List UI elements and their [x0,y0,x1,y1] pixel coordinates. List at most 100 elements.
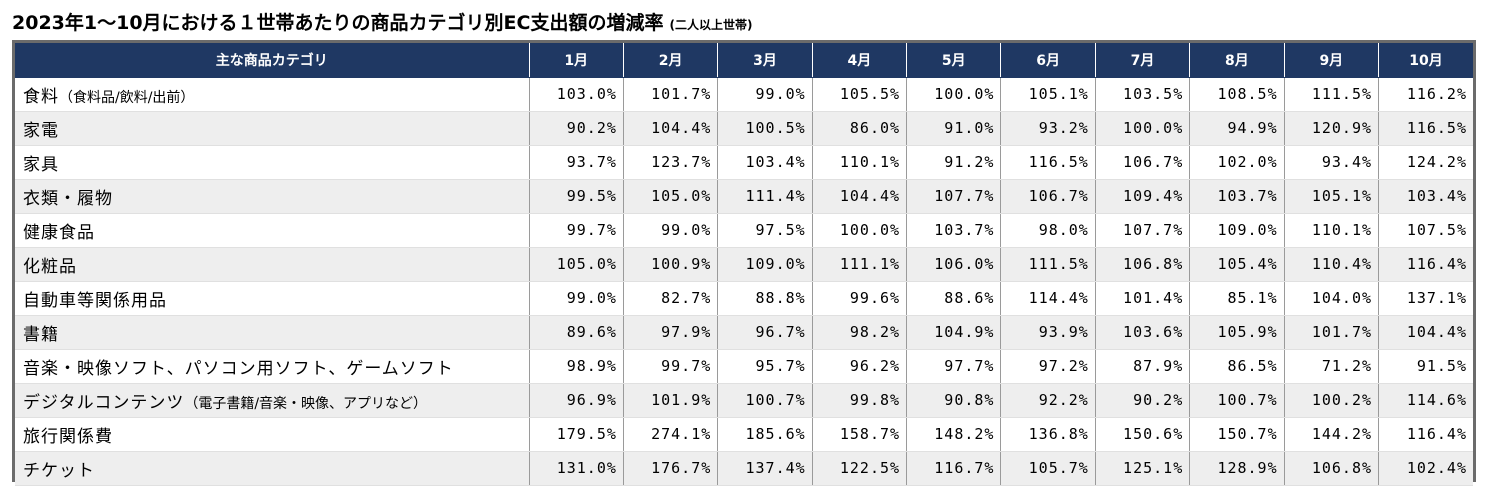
value-cell: 104.4% [812,179,908,214]
value-cell: 91.5% [1378,349,1473,384]
value-cell: 93.9% [1000,315,1096,350]
value-cell: 110.1% [812,145,908,180]
page-title-sub: (二人以上世帯) [669,18,753,32]
category-name: 自動車等関係用品 [23,290,167,311]
value-cell: 103.7% [1189,179,1285,214]
category-name: 衣類・履物 [23,188,113,209]
value-cell: 107.7% [1095,213,1191,248]
value-cell: 137.4% [717,451,813,486]
value-cell: 136.8% [1000,417,1096,452]
value-cell: 97.5% [717,213,813,248]
value-cell: 131.0% [529,451,624,486]
value-cell: 106.7% [1095,145,1191,180]
category-cell: 化粧品 [15,247,530,282]
value-cell: 116.4% [1378,247,1473,282]
category-cell: 家具 [15,145,530,180]
category-name: デジタルコンテンツ [23,392,185,413]
value-cell: 99.5% [529,179,624,214]
value-cell: 94.9% [1189,111,1285,146]
ec-spending-table: 主な商品カテゴリ 1月 2月 3月 4月 5月 6月 7月 8月 9月 10月 食料（食料品/飲料… [15,43,1473,486]
data-table-frame: 主な商品カテゴリ 1月 2月 3月 4月 5月 6月 7月 8月 9月 10月 食料（食料品/飲料… [12,40,1476,486]
value-cell: 111.1% [812,247,908,282]
value-cell: 99.8% [812,383,908,418]
value-cell: 86.5% [1189,349,1285,384]
value-cell: 97.2% [1000,349,1096,384]
value-cell: 99.6% [812,281,908,316]
value-cell: 109.0% [717,247,813,282]
table-row: 食料（食料品/飲料/出前） 103.0% 101.7% 99.0% 105.5% 100.… [15,77,1473,112]
value-cell: 90.8% [906,383,1002,418]
value-cell: 98.9% [529,349,624,384]
header-category: 主な商品カテゴリ [15,43,530,78]
value-cell: 116.4% [1378,417,1473,452]
value-cell: 102.0% [1189,145,1285,180]
value-cell: 108.5% [1189,77,1285,112]
table-row: 化粧品 105.0% 100.9% 109.0% 111.1% 106.0% 111.5% 1… [15,247,1473,282]
value-cell: 71.2% [1284,349,1380,384]
value-cell: 144.2% [1284,417,1380,452]
table-row: 家具 93.7% 123.7% 103.4% 110.1% 91.2% 116.5% 106.… [15,145,1473,180]
value-cell: 128.9% [1189,451,1285,486]
table-body: 食料（食料品/飲料/出前） 103.0% 101.7% 99.0% 105.5% 100.… [15,77,1473,486]
category-cell: 書籍 [15,315,530,350]
value-cell: 103.0% [529,77,624,112]
category-name: 旅行関係費 [23,426,113,447]
value-cell: 137.1% [1378,281,1473,316]
value-cell: 111.4% [717,179,813,214]
value-cell: 99.0% [529,281,624,316]
value-cell: 109.0% [1189,213,1285,248]
value-cell: 97.9% [623,315,719,350]
value-cell: 99.7% [529,213,624,248]
value-cell: 105.7% [1000,451,1096,486]
category-cell: 自動車等関係用品 [15,281,530,316]
value-cell: 103.4% [1378,179,1473,214]
header-month-5: 5月 [906,43,1002,78]
value-cell: 100.0% [1095,111,1191,146]
value-cell: 105.0% [623,179,719,214]
value-cell: 103.6% [1095,315,1191,350]
category-name: 家具 [23,154,59,175]
value-cell: 100.0% [812,213,908,248]
value-cell: 150.6% [1095,417,1191,452]
value-cell: 274.1% [623,417,719,452]
value-cell: 179.5% [529,417,624,452]
value-cell: 122.5% [812,451,908,486]
value-cell: 99.0% [623,213,719,248]
category-name: チケット [23,460,95,481]
value-cell: 100.9% [623,247,719,282]
value-cell: 116.2% [1378,77,1473,112]
value-cell: 111.5% [1000,247,1096,282]
value-cell: 101.4% [1095,281,1191,316]
category-note: （電子書籍/音楽・映像、アプリなど） [184,395,428,412]
value-cell: 110.1% [1284,213,1380,248]
value-cell: 109.4% [1095,179,1191,214]
category-cell: 衣類・履物 [15,179,530,214]
value-cell: 90.2% [529,111,624,146]
value-cell: 107.5% [1378,213,1473,248]
value-cell: 110.4% [1284,247,1380,282]
value-cell: 114.6% [1378,383,1473,418]
value-cell: 99.7% [623,349,719,384]
value-cell: 98.2% [812,315,908,350]
value-cell: 91.2% [906,145,1002,180]
page-title: 2023年1〜10月における１世帯あたりの商品カテゴリ別EC支出額の増減率 (二人… [12,8,752,38]
value-cell: 101.7% [1284,315,1380,350]
category-name: 食料 [23,86,59,107]
value-cell: 123.7% [623,145,719,180]
value-cell: 87.9% [1095,349,1191,384]
value-cell: 93.7% [529,145,624,180]
value-cell: 106.8% [1095,247,1191,282]
value-cell: 103.5% [1095,77,1191,112]
category-cell: デジタルコンテンツ（電子書籍/音楽・映像、アプリなど） [15,383,530,418]
value-cell: 88.6% [906,281,1002,316]
value-cell: 88.8% [717,281,813,316]
table-row: 音楽・映像ソフト、パソコン用ソフト、ゲームソフト 98.9% 99.7% 95.7% 9… [15,349,1473,384]
value-cell: 100.2% [1284,383,1380,418]
value-cell: 176.7% [623,451,719,486]
value-cell: 104.0% [1284,281,1380,316]
value-cell: 82.7% [623,281,719,316]
header-month-1: 1月 [529,43,624,78]
header-month-9: 9月 [1284,43,1380,78]
value-cell: 106.8% [1284,451,1380,486]
value-cell: 93.2% [1000,111,1096,146]
